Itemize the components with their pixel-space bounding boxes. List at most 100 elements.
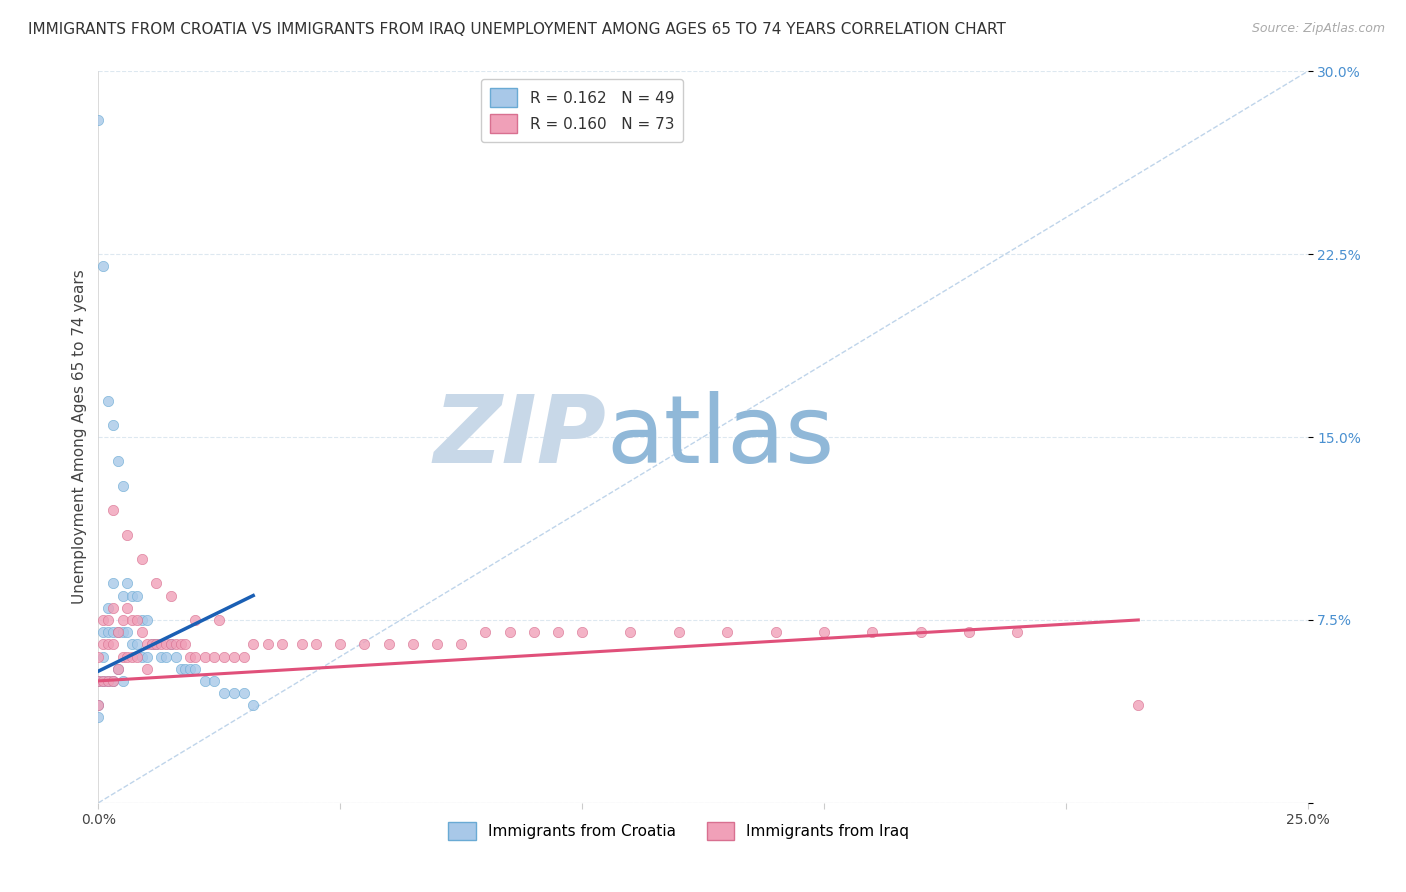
Point [222,686,245,700]
Point [91,673,114,688]
Point [97,600,120,615]
Point [179,662,201,676]
Point [91,673,114,688]
Point [135,613,157,627]
Point [87,698,110,713]
Point [97,673,120,688]
Point [111,625,134,640]
Point [179,649,201,664]
Point [910,625,932,640]
Text: Source: ZipAtlas.com: Source: ZipAtlas.com [1251,22,1385,36]
Point [232,649,254,664]
Point [860,625,883,640]
Point [150,649,173,664]
Point [174,662,197,676]
Point [204,649,226,664]
Point [101,600,124,615]
Point [765,625,787,640]
Point [91,649,114,664]
Point [150,637,173,651]
Point [135,649,157,664]
Point [194,649,217,664]
Point [242,637,264,651]
Point [91,625,114,640]
Point [107,454,129,468]
Point [474,625,496,640]
Point [160,589,183,603]
Point [402,637,425,651]
Point [523,625,546,640]
Point [619,625,641,640]
Point [87,649,110,664]
Point [135,637,157,651]
Point [91,637,114,651]
Point [716,625,738,640]
Point [242,698,264,713]
Point [87,698,110,713]
Point [208,613,231,627]
Point [111,673,134,688]
Point [141,637,163,651]
Text: atlas: atlas [606,391,835,483]
Point [111,649,134,664]
Point [87,673,110,688]
Point [117,600,139,615]
Point [91,613,114,627]
Point [131,625,153,640]
Point [450,637,472,651]
Point [121,637,143,651]
Point [101,673,124,688]
Point [377,637,399,651]
Point [127,613,149,627]
Point [155,649,177,664]
Point [97,637,120,651]
Point [111,479,134,493]
Point [101,625,124,640]
Point [165,649,187,664]
Point [127,589,149,603]
Point [957,625,980,640]
Point [668,625,690,640]
Point [121,649,143,664]
Text: ZIP: ZIP [433,391,606,483]
Point [121,589,143,603]
Point [107,662,129,676]
Point [256,637,278,651]
Point [107,625,129,640]
Point [204,673,226,688]
Point [121,613,143,627]
Point [184,649,207,664]
Point [111,589,134,603]
Point [131,613,153,627]
Point [91,260,114,274]
Point [290,637,312,651]
Point [141,637,163,651]
Text: IMMIGRANTS FROM CROATIA VS IMMIGRANTS FROM IRAQ UNEMPLOYMENT AMONG AGES 65 TO 74: IMMIGRANTS FROM CROATIA VS IMMIGRANTS FR… [28,22,1007,37]
Point [160,637,183,651]
Point [87,113,110,128]
Point [184,613,207,627]
Point [117,649,139,664]
Point [305,637,328,651]
Point [97,673,120,688]
Point [97,393,120,408]
Point [813,625,835,640]
Point [145,637,167,651]
Point [127,649,149,664]
Point [1128,698,1150,713]
Point [117,576,139,591]
Y-axis label: Unemployment Among Ages 65 to 74 years: Unemployment Among Ages 65 to 74 years [72,269,87,605]
Point [498,625,520,640]
Point [87,710,110,724]
Point [1007,625,1029,640]
Point [212,686,235,700]
Point [101,576,124,591]
Point [135,662,157,676]
Point [222,649,245,664]
Legend: Immigrants from Croatia, Immigrants from Iraq: Immigrants from Croatia, Immigrants from… [443,815,915,847]
Point [169,662,191,676]
Point [212,649,235,664]
Point [117,625,139,640]
Point [145,637,167,651]
Point [165,637,187,651]
